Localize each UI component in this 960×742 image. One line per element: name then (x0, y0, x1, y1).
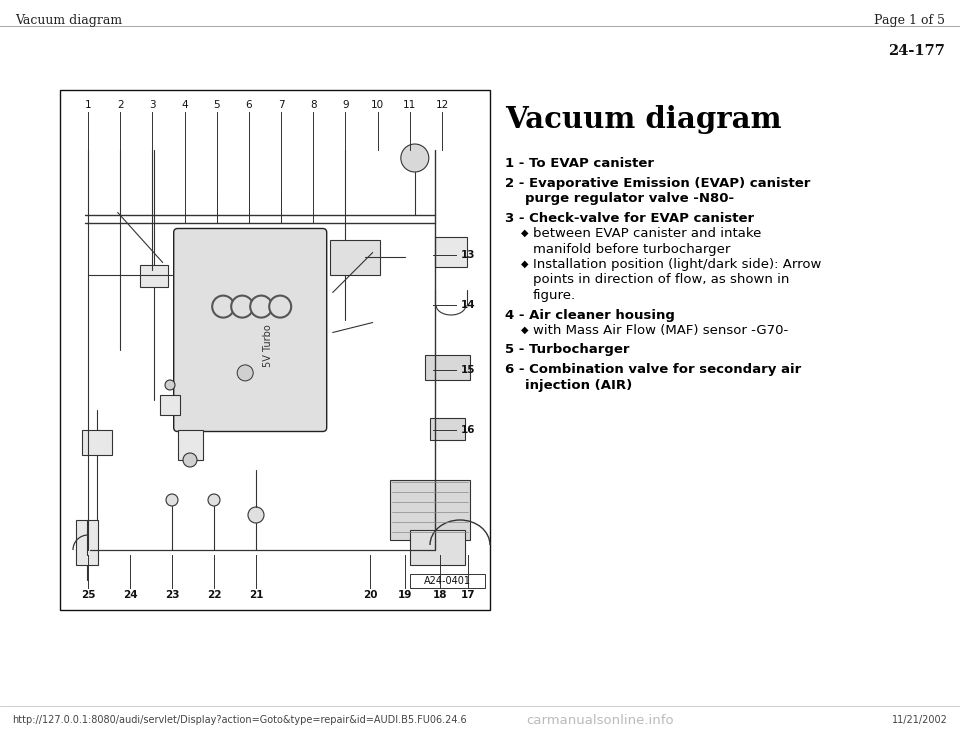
Circle shape (248, 507, 264, 523)
Bar (82, 430, 112, 455)
Text: Vacuum diagram: Vacuum diagram (505, 105, 781, 134)
Text: points in direction of flow, as shown in: points in direction of flow, as shown in (533, 274, 789, 286)
Circle shape (269, 295, 291, 318)
Circle shape (183, 453, 197, 467)
Text: 3 - Check-valve for EVAP canister: 3 - Check-valve for EVAP canister (505, 211, 755, 225)
Text: 24: 24 (123, 590, 137, 600)
Bar (140, 265, 168, 287)
Text: 22: 22 (206, 590, 221, 600)
Bar (390, 480, 470, 540)
Text: purge regulator valve -N80-: purge regulator valve -N80- (525, 192, 734, 205)
Text: 14: 14 (461, 300, 475, 310)
Text: 2: 2 (117, 100, 124, 110)
Text: 8: 8 (310, 100, 317, 110)
Text: Vacuum diagram: Vacuum diagram (15, 14, 122, 27)
Circle shape (166, 494, 178, 506)
Text: 3: 3 (149, 100, 156, 110)
Text: figure.: figure. (533, 289, 576, 302)
Text: carmanualsonline.info: carmanualsonline.info (526, 714, 674, 726)
Circle shape (401, 144, 429, 172)
Text: 18: 18 (433, 590, 447, 600)
Text: 1: 1 (84, 100, 91, 110)
Text: ◆: ◆ (521, 325, 529, 335)
Text: 15: 15 (461, 365, 475, 375)
Text: ◆: ◆ (521, 228, 529, 238)
Text: Installation position (light/dark side): Arrow: Installation position (light/dark side):… (533, 258, 822, 271)
Text: 5: 5 (213, 100, 220, 110)
Bar (410, 530, 465, 565)
Bar (60, 90, 490, 610)
Text: 4 - Air cleaner housing: 4 - Air cleaner housing (505, 309, 675, 321)
Text: 11: 11 (403, 100, 417, 110)
Text: 9: 9 (342, 100, 348, 110)
Text: 12: 12 (436, 100, 448, 110)
Text: ◆: ◆ (521, 259, 529, 269)
Circle shape (231, 295, 253, 318)
Bar (425, 355, 470, 380)
Text: 16: 16 (461, 425, 475, 435)
Text: Page 1 of 5: Page 1 of 5 (874, 14, 945, 27)
Bar (330, 240, 380, 275)
Circle shape (165, 380, 175, 390)
Text: 23: 23 (165, 590, 180, 600)
Bar (410, 574, 485, 588)
Text: 10: 10 (372, 100, 384, 110)
Circle shape (208, 494, 220, 506)
Text: 1 - To EVAP canister: 1 - To EVAP canister (505, 157, 654, 170)
Circle shape (251, 295, 273, 318)
Text: 13: 13 (461, 250, 475, 260)
Bar (178, 430, 203, 460)
Text: 17: 17 (461, 590, 475, 600)
Text: A24-0401: A24-0401 (423, 576, 470, 586)
Text: 24-177: 24-177 (888, 44, 945, 58)
Text: 5 - Turbocharger: 5 - Turbocharger (505, 344, 630, 356)
Text: 21: 21 (249, 590, 263, 600)
Circle shape (237, 365, 253, 381)
Text: 11/21/2002: 11/21/2002 (892, 715, 948, 725)
FancyBboxPatch shape (174, 229, 326, 432)
Circle shape (212, 295, 234, 318)
Bar (435, 237, 467, 267)
Text: 5V Turbo: 5V Turbo (263, 324, 274, 367)
Text: 20: 20 (363, 590, 377, 600)
Text: 6: 6 (246, 100, 252, 110)
Text: http://127.0.0.1:8080/audi/servlet/Display?action=Goto&type=repair&id=AUDI.B5.FU: http://127.0.0.1:8080/audi/servlet/Displ… (12, 715, 467, 725)
Text: between EVAP canister and intake: between EVAP canister and intake (533, 227, 761, 240)
Text: with Mass Air Flow (MAF) sensor -G70-: with Mass Air Flow (MAF) sensor -G70- (533, 324, 788, 337)
Text: 25: 25 (81, 590, 95, 600)
Bar (430, 418, 465, 440)
Bar (76, 520, 98, 565)
Text: 4: 4 (181, 100, 188, 110)
Text: 2 - Evaporative Emission (EVAP) canister: 2 - Evaporative Emission (EVAP) canister (505, 177, 810, 189)
Text: injection (AIR): injection (AIR) (525, 378, 633, 392)
Text: manifold before turbocharger: manifold before turbocharger (533, 243, 731, 255)
Bar (160, 395, 180, 415)
Text: 6 - Combination valve for secondary air: 6 - Combination valve for secondary air (505, 363, 802, 376)
Text: 7: 7 (277, 100, 284, 110)
Text: 19: 19 (397, 590, 412, 600)
